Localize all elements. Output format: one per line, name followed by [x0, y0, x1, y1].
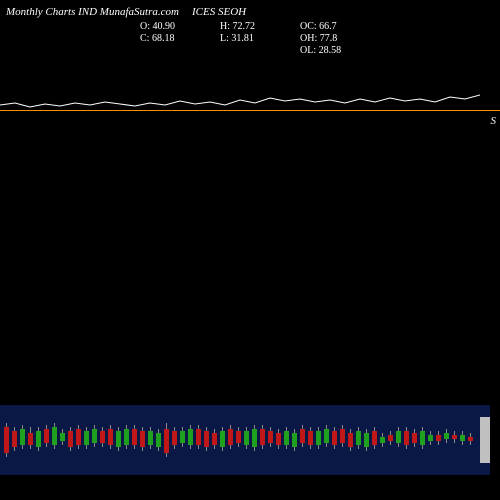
open-value: O: 40.90 — [140, 21, 220, 32]
ticker-symbol: ICES SEOH — [192, 6, 246, 18]
indicator-line — [0, 110, 500, 111]
chart-header: Monthly Charts IND MunafaSutra.com ICES … — [0, 4, 500, 44]
candle-svg — [0, 405, 480, 475]
ohlc-block: O: 40.90 C: 68.18 H: 72.72 L: 31.81 OC: … — [140, 21, 380, 56]
oc-value: OC: 66.7 — [300, 21, 380, 32]
close-value: C: 68.18 — [140, 33, 220, 44]
low-value: L: 31.81 — [220, 33, 300, 44]
current-bar-indicator — [480, 417, 490, 463]
high-value: H: 72.72 — [220, 21, 300, 32]
oh-value: OH: 77.8 — [300, 33, 380, 44]
candlestick-chart — [0, 405, 490, 475]
axis-label: S — [491, 115, 497, 127]
chart-title: Monthly Charts IND MunafaSutra.com — [6, 6, 179, 18]
